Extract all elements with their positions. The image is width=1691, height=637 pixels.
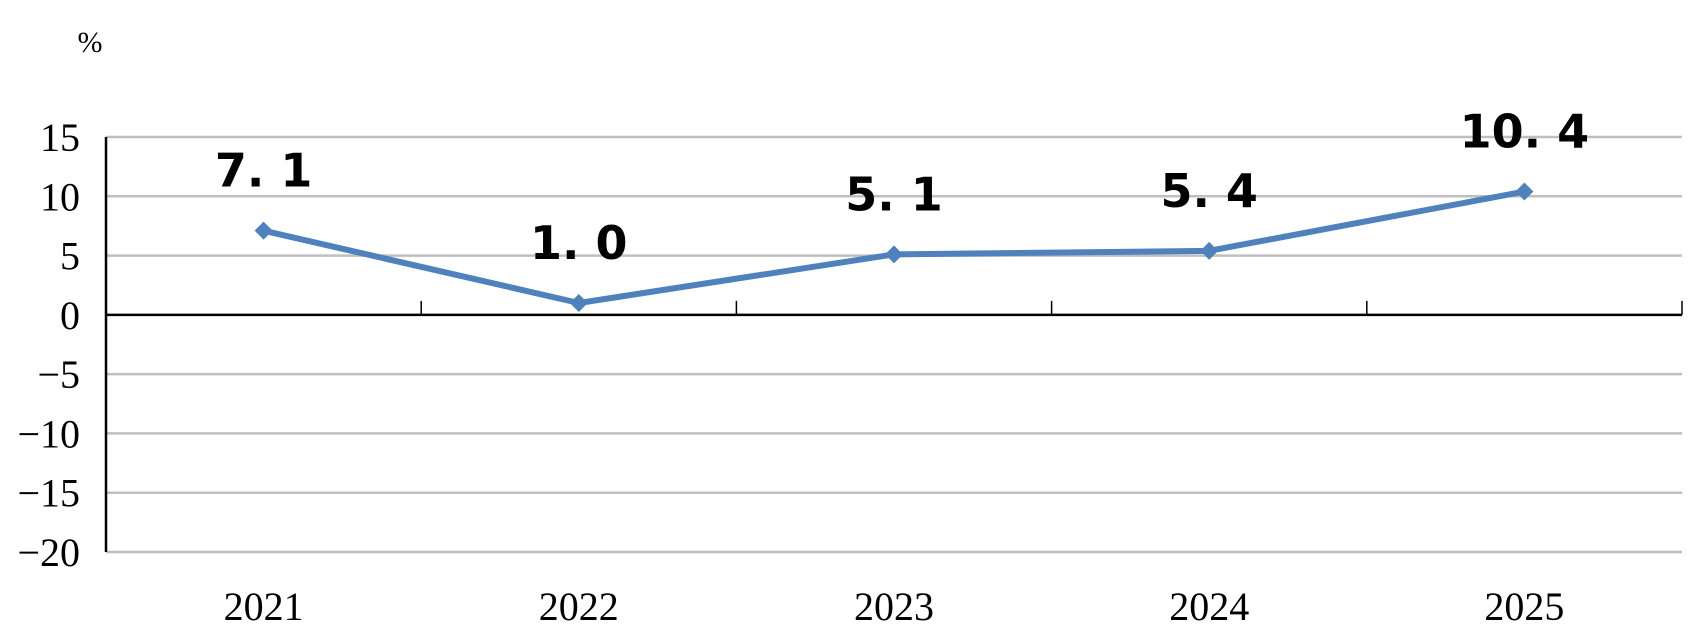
data-point-marker xyxy=(1200,241,1219,260)
data-label: 7. 1 xyxy=(215,144,313,198)
series xyxy=(254,182,1534,312)
data-point-marker xyxy=(254,221,273,240)
data-point-marker xyxy=(1515,182,1534,201)
data-point-marker xyxy=(569,294,588,312)
data-label: 1. 0 xyxy=(530,216,628,270)
data-label: 5. 1 xyxy=(845,167,943,221)
y-tick-label: −15 xyxy=(17,471,80,516)
data-label: 5. 4 xyxy=(1160,164,1258,218)
x-tick-label: 2024 xyxy=(1169,584,1249,629)
y-tick-label: −10 xyxy=(17,411,80,456)
x-tick-label: 2022 xyxy=(539,584,619,629)
x-tick-label: 2025 xyxy=(1484,584,1564,629)
x-tick-label: 2021 xyxy=(224,584,304,629)
y-tick-labels: 15 10 5 0 −5 −10 −15 −20 xyxy=(17,115,80,575)
y-tick-label: 0 xyxy=(60,293,80,338)
data-point-marker xyxy=(885,245,903,264)
y-tick-label: −20 xyxy=(17,530,80,575)
y-tick-label: 10 xyxy=(40,174,80,219)
data-label: 10. 4 xyxy=(1460,105,1590,159)
x-tick-labels: 2021 2022 2023 2024 2025 xyxy=(224,584,1565,629)
y-tick-label: 15 xyxy=(40,115,80,160)
y-unit-label: % xyxy=(78,26,103,59)
y-tick-label: −5 xyxy=(37,352,80,397)
data-labels: 7. 1 1. 0 5. 1 5. 4 10. 4 xyxy=(215,105,1589,270)
axes xyxy=(104,137,1683,552)
x-tick-label: 2023 xyxy=(854,584,934,629)
y-tick-label: 5 xyxy=(60,234,80,279)
